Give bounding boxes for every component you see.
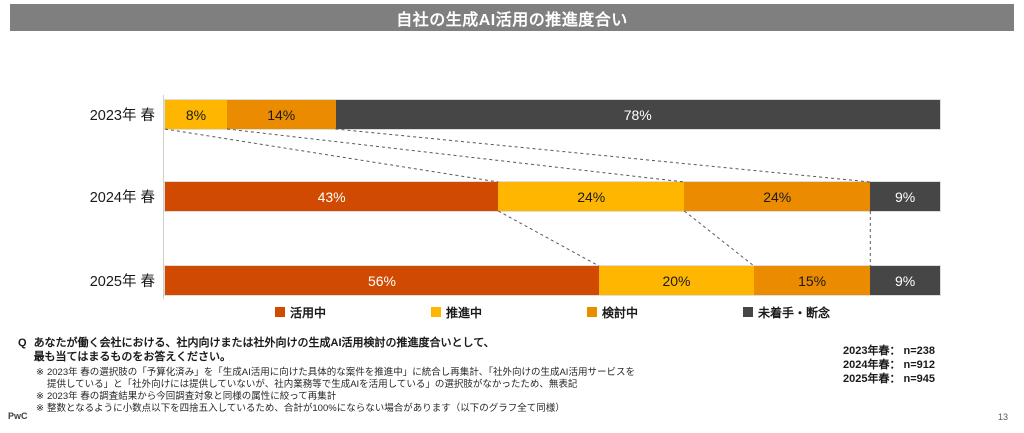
bar-segment: 14% <box>227 100 336 129</box>
segment-value-label: 9% <box>895 272 916 289</box>
footnote-text: 2023年 春の選択肢の「予算化済み」を「生成AI活用に向けた具体的な案件を推進… <box>46 367 635 390</box>
segment-value-label: 78% <box>623 106 652 123</box>
bar-segment: 20% <box>599 266 754 295</box>
segment-value-label: 8% <box>185 106 207 123</box>
legend-label: 未着手・断念 <box>758 305 831 320</box>
footnote: ※ 2023年 春の調査結果から今回調査対象と同様の属性に絞って再集計 <box>36 391 635 403</box>
category-label: 2025年 春 <box>89 274 155 290</box>
bar-segment: 78% <box>335 100 940 129</box>
question-marker: Q <box>18 337 27 349</box>
segment-value-label: 14% <box>267 106 296 123</box>
legend-label: 活用中 <box>289 305 326 320</box>
legend-swatch-icon <box>430 307 441 317</box>
page-number: 13 <box>997 412 1008 422</box>
segment-value-label: 56% <box>367 272 397 289</box>
legend-label: 検討中 <box>602 305 639 320</box>
segment-value-label: 9% <box>895 188 916 205</box>
question-line: あなたが働く会社における、社内向けまたは社外向けの生成AI活用検討の推進度合いと… <box>33 337 495 349</box>
legend-swatch-icon <box>743 307 754 317</box>
category-label: 2023年 春 <box>89 108 155 124</box>
footnote: ※ 整数となるように小数点以下を四捨五入しているため、合計が100%にならない場合… <box>36 403 635 415</box>
bar-segment: 9% <box>870 182 940 211</box>
sample-sizes: 2023年春： n=238 2024年春： n=912 2025年春： n=945 <box>843 344 935 386</box>
sample-size-line: 2023年春： n=238 <box>843 345 936 357</box>
segment-value-label: 20% <box>662 272 691 289</box>
legend-swatch-icon <box>587 307 597 317</box>
legend-item: 推進中 <box>430 304 482 321</box>
legend-item: 検討中 <box>587 304 638 321</box>
bar-segment: 24% <box>684 182 871 211</box>
bar-segment: 24% <box>498 182 685 211</box>
footnotes: ※ 2023年 春の選択肢の「予算化済み」を「生成AI活用に向けた具体的な案件を推… <box>36 367 635 415</box>
pwc-logo: PwC <box>8 411 28 421</box>
category-label: 2024年 春 <box>89 190 155 206</box>
footnote-marker: ※ <box>36 403 44 414</box>
bar-segment: 43% <box>165 182 499 211</box>
footnote-text: 整数となるように小数点以下を四捨五入しているため、合計が100%にならない場合が… <box>46 403 565 414</box>
stacked-bar: 43% 24% 24% 9% <box>164 181 941 212</box>
legend-item: 未着手・断念 <box>743 304 830 321</box>
legend-item: 活用中 <box>274 304 326 321</box>
question-text: あなたが働く会社における、社内向けまたは社外向けの生成AI活用検討の推進度合いと… <box>34 337 495 364</box>
sample-size-line: 2024年春： n=912 <box>843 359 936 371</box>
bar-segment: 9% <box>870 266 940 295</box>
stacked-bar: 8% 14% 78% <box>164 99 941 130</box>
legend-label: 推進中 <box>445 305 482 320</box>
segment-value-label: 15% <box>798 272 827 289</box>
segment-value-label: 24% <box>763 188 792 205</box>
bar-segment: 15% <box>754 266 871 295</box>
segment-value-label: 24% <box>577 188 606 205</box>
legend-swatch-icon <box>274 307 285 317</box>
stacked-bar: 56% 20% 15% 9% <box>164 265 941 296</box>
question-line: 最も当てはまるものをお答えください。 <box>33 350 232 363</box>
chart-legend: 活用中 推進中 検討中 未着手・断念 <box>165 303 940 321</box>
survey-question: Q あなたが働く会社における、社内向けまたは社外向けの生成AI活用検討の推進度合… <box>18 337 495 364</box>
footnote-marker: ※ <box>36 391 44 402</box>
segment-value-label: 43% <box>317 188 346 205</box>
footnote-text: 2023年 春の調査結果から今回調査対象と同様の属性に絞って再集計 <box>46 391 337 402</box>
bar-segment: 8% <box>165 100 227 129</box>
bar-segment: 56% <box>165 266 599 295</box>
sample-size-line: 2025年春： n=945 <box>843 373 936 385</box>
footnote-marker: ※ <box>36 367 44 378</box>
chart-axis-line <box>163 95 164 299</box>
page-title: 自社の生成AI活用の推進度合い <box>10 4 1014 31</box>
footnote: ※ 2023年 春の選択肢の「予算化済み」を「生成AI活用に向けた具体的な案件を推… <box>36 367 635 391</box>
